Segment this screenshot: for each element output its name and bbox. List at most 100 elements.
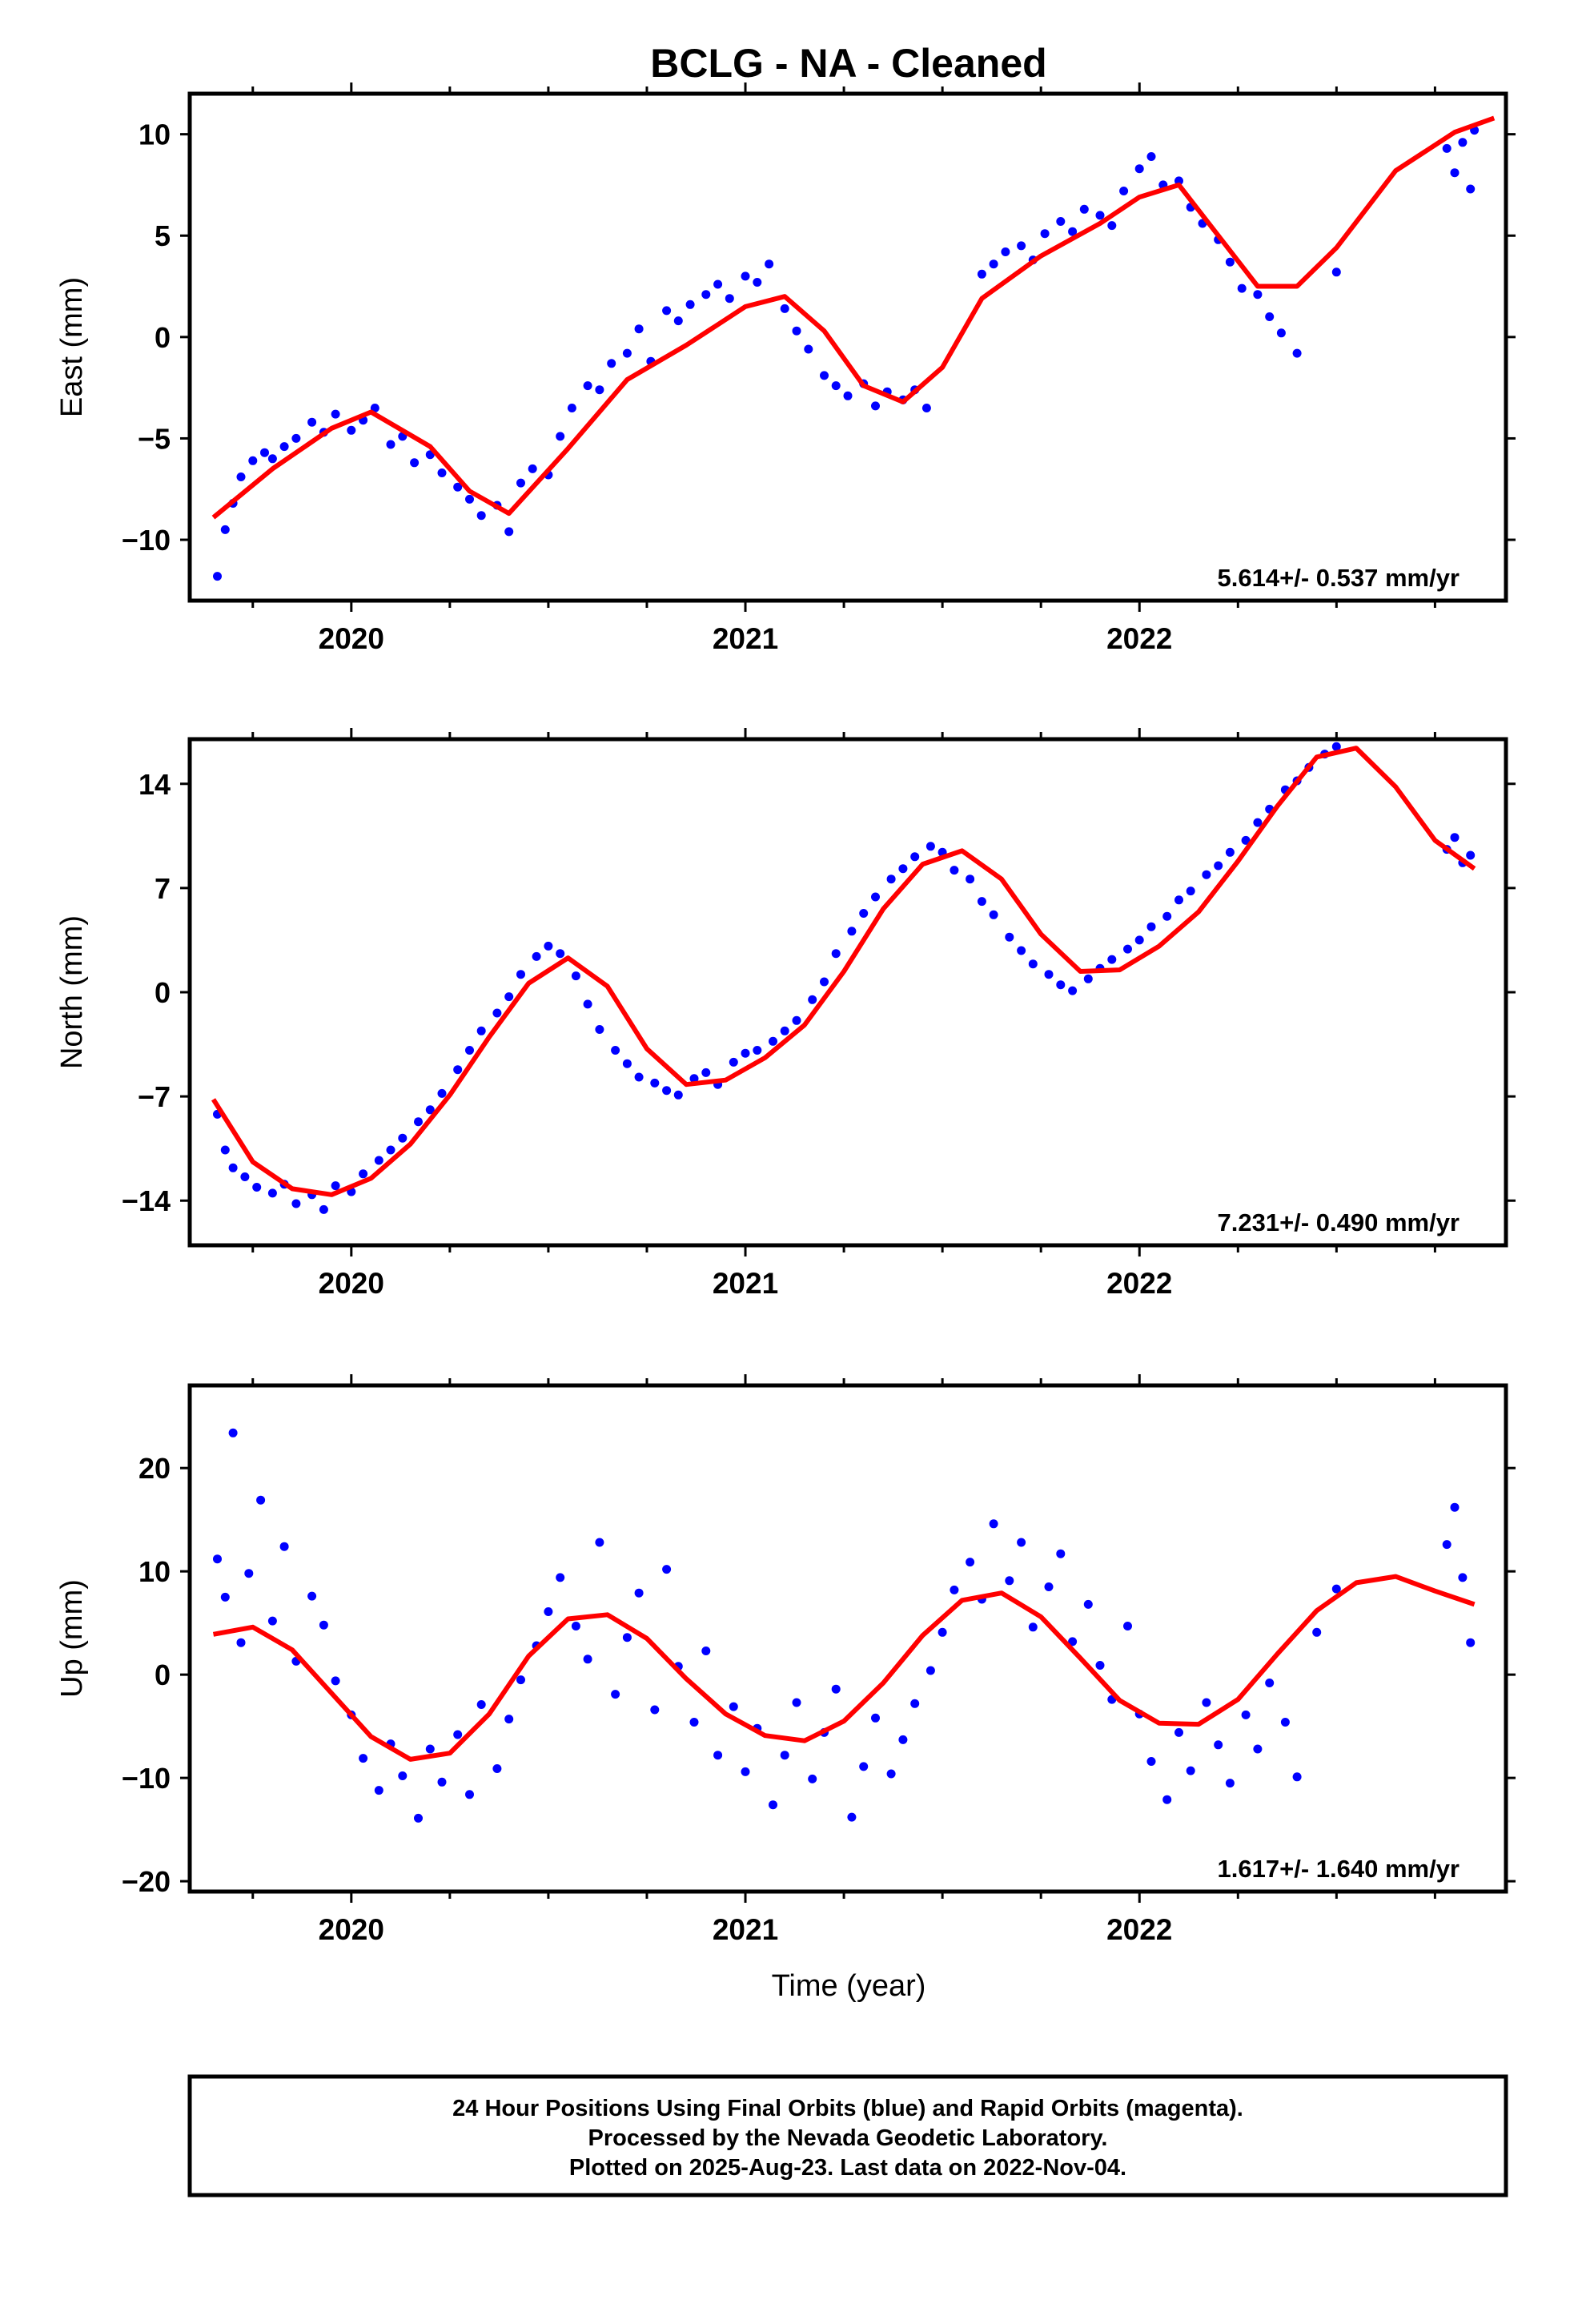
data-point xyxy=(843,391,853,400)
data-point xyxy=(1214,861,1223,870)
footer-box xyxy=(187,2074,1508,2197)
plot-frame xyxy=(187,737,1508,1248)
data-point xyxy=(910,852,920,862)
data-point xyxy=(1017,1538,1026,1547)
data-point xyxy=(966,1558,975,1567)
data-point xyxy=(926,842,935,851)
data-point xyxy=(1056,217,1066,226)
data-point xyxy=(1107,221,1117,231)
data-point xyxy=(1028,959,1038,969)
y-tick-label: 0 xyxy=(155,321,171,354)
data-point xyxy=(977,897,986,907)
data-point xyxy=(765,259,774,269)
data-point xyxy=(453,1065,463,1075)
data-point xyxy=(650,1078,660,1088)
data-point xyxy=(921,404,931,412)
data-point xyxy=(1466,1638,1476,1647)
data-point xyxy=(516,970,525,979)
data-point xyxy=(820,371,829,380)
plot-area xyxy=(212,1428,1476,1823)
data-point xyxy=(528,464,537,473)
data-point xyxy=(213,1554,222,1564)
data-point xyxy=(1225,257,1235,267)
data-point xyxy=(583,381,592,391)
data-point xyxy=(871,1713,880,1723)
data-point xyxy=(989,1519,998,1529)
data-point xyxy=(267,454,277,464)
data-point xyxy=(504,992,514,1002)
data-point xyxy=(386,440,396,449)
data-point xyxy=(1095,211,1105,220)
data-point xyxy=(871,401,880,411)
plot-area xyxy=(211,742,1476,1214)
data-point xyxy=(244,1569,254,1578)
data-point xyxy=(792,1698,801,1707)
data-point xyxy=(859,909,869,918)
x-tick-label: 2021 xyxy=(713,1267,778,1300)
data-point xyxy=(780,304,789,313)
data-point xyxy=(556,1573,565,1582)
data-point xyxy=(886,875,896,884)
data-point xyxy=(307,417,317,427)
data-point xyxy=(938,1627,947,1637)
data-point xyxy=(966,875,975,884)
data-point xyxy=(1068,986,1078,995)
data-point xyxy=(898,1735,908,1744)
data-point xyxy=(492,1764,502,1773)
data-point xyxy=(291,1199,301,1208)
data-point xyxy=(248,456,258,465)
data-point xyxy=(871,892,880,902)
data-point xyxy=(769,1036,777,1046)
data-point xyxy=(1214,1740,1223,1750)
data-point xyxy=(634,324,644,334)
data-point xyxy=(465,494,474,504)
data-point xyxy=(240,1172,250,1181)
data-point xyxy=(1450,833,1460,842)
data-point xyxy=(713,1751,723,1760)
data-point xyxy=(465,1790,474,1799)
data-point xyxy=(792,326,801,336)
data-point xyxy=(213,572,222,581)
data-point xyxy=(279,1542,289,1551)
y-axis-label: North (mm) xyxy=(55,915,89,1069)
data-point xyxy=(1001,247,1010,256)
data-point xyxy=(583,999,592,1009)
data-point xyxy=(831,381,841,391)
data-point xyxy=(685,300,695,309)
data-point xyxy=(1331,742,1341,751)
data-point xyxy=(504,1715,514,1724)
data-point xyxy=(228,1163,238,1172)
data-point xyxy=(741,1048,750,1058)
figure-title: BCLG - NA - Cleaned xyxy=(650,41,1046,86)
data-point xyxy=(1466,850,1476,860)
y-tick-label: 7 xyxy=(155,872,171,905)
data-point xyxy=(1162,911,1172,921)
data-point xyxy=(1005,932,1014,942)
data-point xyxy=(425,1105,435,1115)
data-point xyxy=(1146,922,1156,931)
data-point xyxy=(847,927,857,936)
data-point xyxy=(1202,1698,1211,1707)
east-panel: −10 −5 0 5 10 2020 2021 2022 East (mm) 5.614+/- 0… xyxy=(55,82,1516,655)
data-point xyxy=(279,442,289,452)
data-point xyxy=(808,1774,817,1783)
y-tick-label: 14 xyxy=(139,768,171,801)
data-point xyxy=(769,1800,777,1810)
y-tick-label: 20 xyxy=(139,1452,171,1485)
data-point xyxy=(595,1025,604,1034)
y-axis-label: East (mm) xyxy=(55,277,89,417)
x-tick-label: 2021 xyxy=(713,622,778,655)
y-tick-label: −7 xyxy=(138,1080,171,1113)
y-tick-label: −5 xyxy=(138,422,171,455)
data-point xyxy=(1056,1549,1066,1558)
data-point xyxy=(1276,328,1286,338)
data-point xyxy=(1292,1772,1302,1782)
y-tick-label: 10 xyxy=(139,1555,171,1588)
data-point xyxy=(1134,164,1144,174)
plot-frame xyxy=(187,1383,1508,1894)
data-point xyxy=(228,1428,238,1437)
plot-area xyxy=(211,115,1496,581)
data-point xyxy=(1186,887,1195,896)
data-point xyxy=(1028,1622,1038,1632)
data-point xyxy=(359,1754,368,1763)
